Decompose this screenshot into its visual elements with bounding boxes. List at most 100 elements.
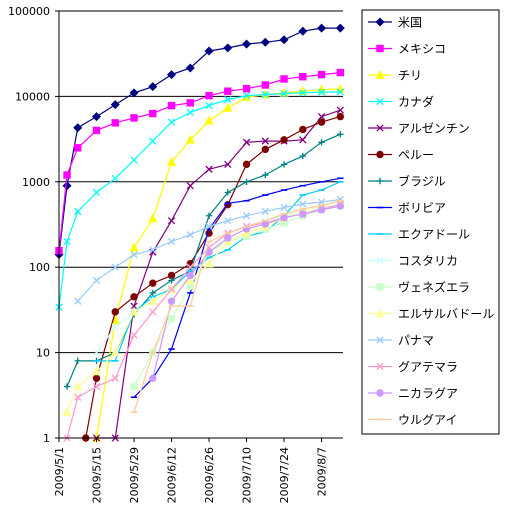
data-point — [336, 106, 344, 114]
data-point — [186, 263, 194, 271]
data-point — [148, 213, 158, 223]
data-point — [186, 231, 194, 239]
series-line — [66, 133, 341, 387]
data-point — [242, 85, 251, 93]
y-tick-label: 10000 — [15, 90, 50, 103]
data-point — [149, 109, 157, 118]
data-point — [317, 112, 326, 121]
data-point — [168, 277, 175, 284]
data-point — [149, 289, 156, 297]
data-point — [205, 212, 213, 219]
legend-label: ペルー — [398, 148, 434, 162]
data-point — [130, 293, 138, 301]
data-point — [298, 26, 308, 36]
data-point — [204, 46, 214, 56]
x-tick-labels: 2009/5/1 2009/5/15 2009/5/29 2009/6/12 2009/… — [53, 438, 329, 503]
legend-item: カナダ — [368, 94, 434, 109]
data-point — [62, 407, 72, 416]
data-point — [280, 89, 288, 98]
plot-background — [59, 11, 343, 438]
x-tick-label: 2009/6/26 — [203, 447, 216, 503]
legend-marker — [376, 150, 384, 159]
legend-label: チリ — [398, 69, 422, 83]
legend-label: パナマ — [398, 334, 434, 348]
data-point — [280, 75, 288, 83]
data-point — [242, 39, 252, 49]
data-point — [224, 217, 232, 225]
data-point — [261, 137, 269, 145]
legend-item: パナマ — [368, 334, 434, 348]
legend-label: ウルグアイ — [398, 413, 457, 427]
data-point — [336, 202, 345, 210]
data-point — [242, 92, 251, 100]
legend-label: グアテマラ — [398, 360, 458, 374]
legend-label: アルゼンチン — [398, 122, 470, 136]
legend-item: メキシコ — [368, 42, 446, 56]
legend-marker — [375, 17, 385, 27]
data-point — [261, 207, 269, 216]
data-point — [130, 382, 138, 391]
data-point — [148, 296, 158, 305]
x-tick-label: 2009/7/10 — [241, 447, 254, 503]
legend-marker — [376, 389, 384, 397]
data-point — [299, 89, 307, 97]
data-point — [130, 331, 138, 339]
data-point — [280, 136, 288, 144]
data-point — [205, 91, 213, 100]
legend-item: ウルグアイ — [368, 413, 457, 427]
data-point — [224, 95, 232, 104]
data-point — [167, 297, 176, 305]
data-point — [74, 393, 82, 401]
legend-label: 米国 — [398, 16, 422, 30]
data-point — [92, 374, 101, 383]
y-tick-label: 100 — [29, 261, 50, 274]
legend-marker — [375, 308, 385, 318]
data-point — [110, 347, 120, 357]
data-point — [279, 35, 289, 45]
legend-marker — [376, 256, 384, 265]
data-point — [63, 383, 71, 390]
data-point — [149, 308, 157, 316]
data-point — [149, 279, 157, 287]
data-point — [167, 101, 176, 110]
series-lines — [54, 23, 345, 442]
legend-label: ニカラグア — [398, 387, 458, 401]
data-point — [111, 308, 119, 316]
data-point — [262, 171, 269, 179]
data-point — [317, 70, 326, 79]
data-point — [335, 23, 345, 33]
data-point — [167, 217, 176, 225]
data-point — [224, 87, 232, 95]
data-point — [111, 174, 119, 182]
data-point — [74, 357, 81, 365]
data-point — [261, 81, 270, 89]
legend-label: コスタリカ — [398, 254, 458, 268]
data-point — [130, 114, 138, 122]
y-tick-labels: 1 10 100 1000 10000 100000 — [8, 5, 59, 445]
series-line — [95, 88, 341, 439]
data-point — [224, 234, 232, 242]
legend-marker — [376, 362, 384, 371]
legend-marker — [376, 283, 384, 291]
data-point — [166, 157, 177, 166]
data-point — [92, 126, 101, 135]
legend-marker — [376, 177, 384, 185]
data-point — [129, 306, 139, 316]
axes — [58, 11, 343, 439]
y-tick-label: 10 — [36, 347, 50, 360]
data-point — [280, 161, 288, 168]
legend-item: ニカラグア — [368, 387, 458, 401]
data-point — [167, 70, 177, 80]
legend-box — [361, 9, 500, 435]
data-point — [205, 101, 213, 110]
data-point — [92, 112, 102, 122]
data-point — [92, 276, 101, 285]
data-point — [149, 137, 157, 145]
data-point — [261, 145, 270, 154]
data-point — [260, 37, 270, 47]
legend-item: グアテマラ — [368, 360, 458, 374]
data-point — [299, 152, 307, 160]
legend-item: ボリビア — [368, 201, 446, 215]
data-point — [318, 139, 325, 146]
